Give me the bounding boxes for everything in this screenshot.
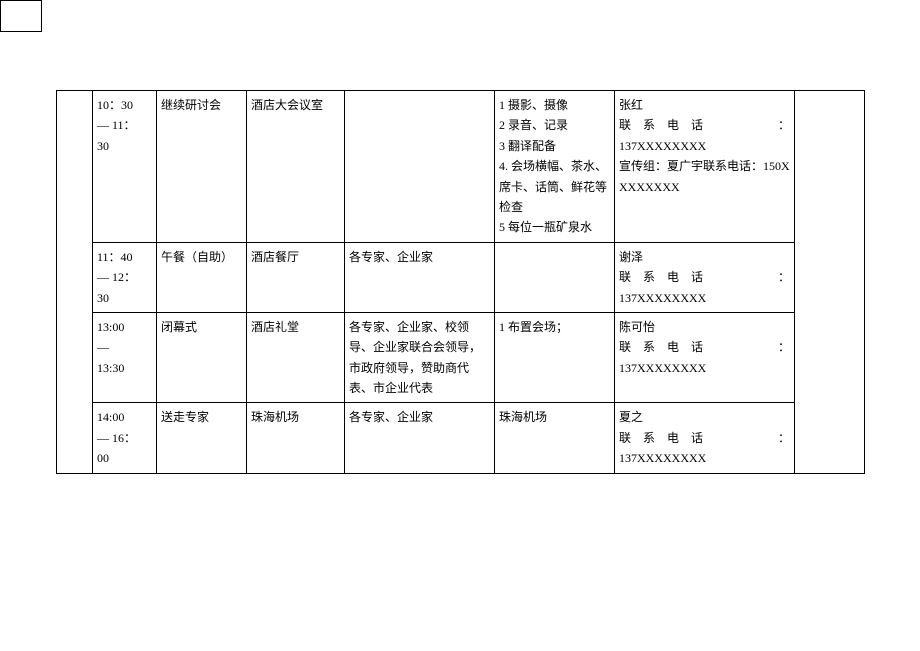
cell-place: 酒店礼堂 — [247, 312, 345, 403]
cell-event: 闭幕式 — [157, 312, 247, 403]
cell-time: 11：40— 12：30 — [93, 242, 157, 312]
corner-box — [0, 0, 42, 32]
cell-time: 10：30— 11：30 — [93, 91, 157, 243]
cell-trail — [795, 91, 865, 474]
cell-tasks: 1 布置会场； — [495, 312, 615, 403]
contact-label-line: 联 系 电 话： — [619, 337, 790, 357]
cell-place: 酒店餐厅 — [247, 242, 345, 312]
cell-people: 各专家、企业家、校领导、企业家联合会领导，市政府领导，赞助商代表、市企业代表 — [345, 312, 495, 403]
cell-contact: 张红 联 系 电 话： 137XXXXXXXX 宣传组：夏广宇联系电话：150X… — [615, 91, 795, 243]
cell-event: 继续研讨会 — [157, 91, 247, 243]
schedule-table-wrap: 10：30— 11：30 继续研讨会 酒店大会议室 1 摄影、摄像2 录音、记录… — [56, 90, 864, 474]
cell-time: 13:00—13:30 — [93, 312, 157, 403]
table-row: 13:00—13:30 闭幕式 酒店礼堂 各专家、企业家、校领导、企业家联合会领… — [57, 312, 865, 403]
cell-contact: 谢泽 联 系 电 话： 137XXXXXXXX — [615, 242, 795, 312]
cell-people — [345, 91, 495, 243]
table-row: 10：30— 11：30 继续研讨会 酒店大会议室 1 摄影、摄像2 录音、记录… — [57, 91, 865, 243]
cell-tasks — [495, 242, 615, 312]
contact-name: 陈可怡 — [619, 317, 790, 337]
cell-time: 14:00— 16：00 — [93, 403, 157, 473]
cell-place: 酒店大会议室 — [247, 91, 345, 243]
contact-extra: 宣传组：夏广宇联系电话：150XXXXXXXX — [619, 156, 790, 197]
contact-name: 张红 — [619, 95, 790, 115]
contact-phone: 137XXXXXXXX — [619, 136, 790, 156]
contact-name: 谢泽 — [619, 247, 790, 267]
contact-label-line: 联 系 电 话： — [619, 267, 790, 287]
schedule-table: 10：30— 11：30 继续研讨会 酒店大会议室 1 摄影、摄像2 录音、记录… — [56, 90, 865, 474]
contact-name: 夏之 — [619, 407, 790, 427]
cell-tasks: 1 摄影、摄像2 录音、记录3 翻译配备4. 会场横幅、茶水、席卡、话筒、鲜花等… — [495, 91, 615, 243]
table-row: 11：40— 12：30 午餐（自助） 酒店餐厅 各专家、企业家 谢泽 联 系 … — [57, 242, 865, 312]
contact-label-line: 联 系 电 话： — [619, 428, 790, 448]
contact-phone: 137XXXXXXXX — [619, 288, 790, 308]
contact-phone: 137XXXXXXXX — [619, 448, 790, 468]
table-row: 14:00— 16：00 送走专家 珠海机场 各专家、企业家 珠海机场 夏之 联… — [57, 403, 865, 473]
cell-tasks: 珠海机场 — [495, 403, 615, 473]
cell-place: 珠海机场 — [247, 403, 345, 473]
cell-people: 各专家、企业家 — [345, 403, 495, 473]
contact-label-line: 联 系 电 话： — [619, 115, 790, 135]
contact-phone: 137XXXXXXXX — [619, 358, 790, 378]
cell-event: 午餐（自助） — [157, 242, 247, 312]
cell-event: 送走专家 — [157, 403, 247, 473]
cell-contact: 夏之 联 系 电 话： 137XXXXXXXX — [615, 403, 795, 473]
cell-people: 各专家、企业家 — [345, 242, 495, 312]
cell-contact: 陈可怡 联 系 电 话： 137XXXXXXXX — [615, 312, 795, 403]
cell-group — [57, 91, 93, 474]
